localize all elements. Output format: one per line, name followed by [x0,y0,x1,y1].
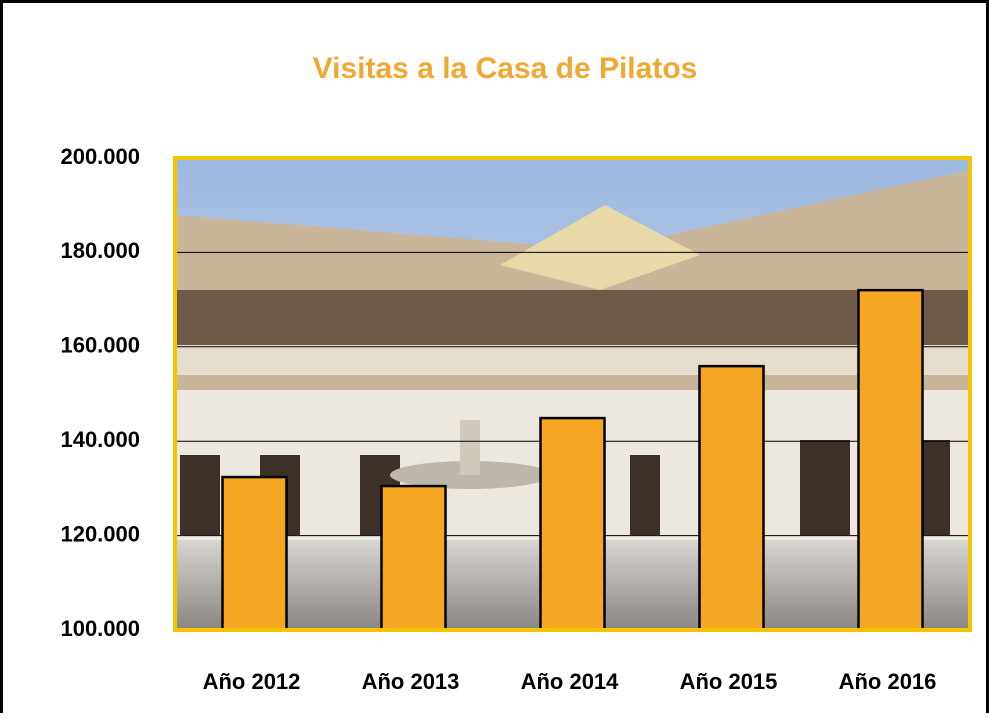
y-tick-label: 200.000 [60,144,140,169]
background-photo [175,158,970,630]
x-tick-label: Año 2012 [203,669,301,694]
bar [539,416,606,632]
x-tick-label: Año 2014 [521,669,620,694]
x-tick-label: Año 2015 [680,669,778,694]
bar [857,288,924,632]
bar [380,484,447,632]
y-tick-label: 160.000 [60,333,140,358]
plot-border [173,156,972,632]
y-tick-label: 100.000 [60,616,140,641]
x-tick-label: Año 2013 [362,669,460,694]
y-tick-label: 180.000 [60,238,140,263]
x-tick-label: Año 2016 [839,669,937,694]
bar [221,475,288,632]
bar [698,364,765,632]
y-tick-label: 140.000 [60,427,140,452]
y-tick-label: 120.000 [60,521,140,546]
chart-title: Visitas a la Casa de Pilatos [313,52,698,85]
